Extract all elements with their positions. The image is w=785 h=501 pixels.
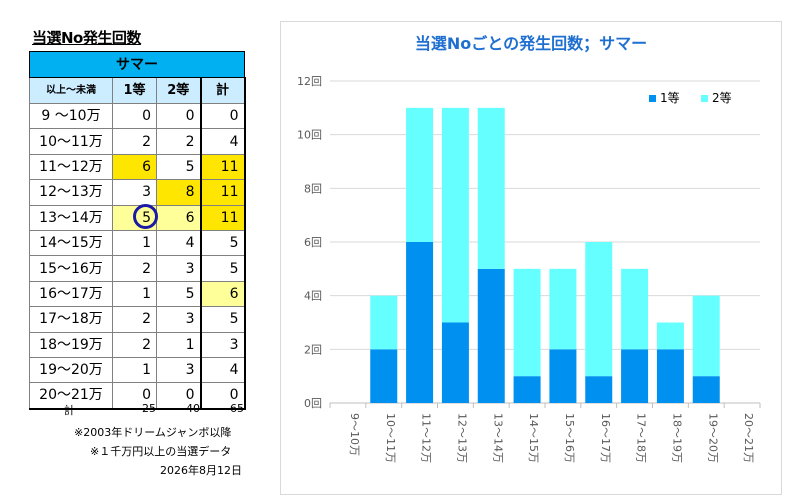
table-row: 11～12万 6 5 11 [29, 153, 246, 181]
bar-1st-2 [406, 242, 434, 403]
y-tick-label: 6回 [304, 236, 322, 249]
totals-2nd: 40 [186, 402, 200, 415]
x-tick-label: 13～14万 [491, 413, 504, 463]
row-range: 10～11万 [29, 128, 113, 155]
row-total: 11 [199, 204, 246, 231]
row-total: 4 [199, 356, 246, 384]
row-total: 6 [199, 280, 246, 308]
row-2nd: 3 [156, 356, 201, 384]
x-tick-label: 18～19万 [670, 413, 683, 463]
legend-item-1st: 1等 [649, 89, 680, 106]
note-since-2003: ※2003年ドリームジャンボ以降 [74, 426, 232, 439]
bar-1st-5 [513, 376, 541, 403]
chart-title: 当選Noごとの発生回数；サマー [414, 34, 648, 53]
x-tick-label: 17～18万 [635, 413, 648, 463]
row-total: 11 [199, 179, 246, 206]
bar-1st-4 [477, 268, 505, 403]
y-tick-label: 8回 [304, 182, 322, 195]
row-2nd: 0 [156, 102, 201, 130]
row-range: 16～17万 [29, 280, 113, 308]
chart-frame [280, 21, 782, 495]
y-tick-label: 10回 [297, 129, 322, 142]
x-tick-label: 9～10万 [348, 413, 361, 456]
row-range: 19～20万 [29, 356, 113, 384]
table-row: 14～15万 1 4 5 [29, 229, 246, 257]
table-title: 当選No発生回数 [32, 29, 141, 47]
table-row: 20～21万 0 0 0 [29, 382, 246, 410]
row-total: 5 [199, 255, 246, 282]
legend-label-1st: 1等 [660, 91, 680, 105]
bar-2nd-5 [513, 268, 541, 377]
table-row: 18～19万 2 1 3 [29, 331, 246, 358]
bar-2nd-6 [549, 268, 577, 350]
table-row: 16～17万 1 5 6 [29, 280, 246, 308]
row-2nd: 5 [156, 153, 201, 181]
x-tick-label: 11～12万 [420, 413, 433, 463]
row-range: 9 ～10万 [29, 102, 113, 130]
row-total: 5 [199, 306, 246, 333]
bar-2nd-7 [585, 242, 613, 377]
y-tick-label: 12回 [297, 75, 322, 88]
row-total: 3 [199, 331, 246, 358]
row-1st: 0 [112, 382, 157, 410]
row-total: 4 [199, 128, 246, 155]
x-tick-label: 20～21万 [742, 413, 755, 463]
x-tick-label: 16～17万 [599, 413, 612, 463]
header-total: 計 [199, 77, 246, 104]
legend-label-2nd: 2等 [712, 91, 732, 105]
row-total: 11 [199, 153, 246, 181]
legend-swatch-1st [649, 95, 656, 102]
x-tick-label: 14～15万 [527, 413, 540, 463]
legend-swatch-2nd [701, 95, 708, 102]
row-2nd: 8 [156, 179, 201, 206]
table-row: 19～20万 1 3 4 [29, 356, 246, 384]
legend-item-2nd: 2等 [701, 89, 732, 106]
x-tick-label: 15～16万 [563, 413, 576, 463]
header-2nd: 2等 [156, 77, 201, 104]
bar-1st-3 [441, 322, 469, 403]
bar-2nd-9 [656, 322, 684, 350]
row-2nd: 3 [156, 255, 201, 282]
totals-sum: 65 [230, 402, 244, 415]
bar-1st-10 [692, 376, 720, 403]
bar-1st-8 [621, 349, 649, 403]
header-range: 以上～未満 [29, 77, 113, 104]
row-1st: 2 [112, 306, 157, 333]
bar-1st-1 [370, 349, 398, 403]
y-tick-label: 0回 [304, 397, 322, 410]
bar-2nd-8 [621, 268, 649, 350]
y-tick-label: 2回 [304, 343, 322, 356]
x-tick-label: 12～13万 [455, 413, 468, 463]
note-date: 2026年8月12日 [160, 464, 242, 477]
bar-1st-7 [585, 376, 613, 403]
bar-1st-6 [549, 349, 577, 403]
totals-label: 計 [64, 404, 75, 417]
row-1st: 1 [112, 229, 157, 257]
bar-1st-9 [656, 349, 684, 403]
row-2nd: 6 [156, 204, 201, 231]
bar-2nd-1 [370, 295, 398, 350]
frequency-table: サマー 以上～未満 1等 2等 計 9 ～10万 0 0 0 10～11万 2 2 4 11～1… [29, 51, 246, 410]
row-total: 0 [199, 102, 246, 130]
row-range: 20～21万 [29, 382, 113, 410]
table-row: 15～16万 2 3 5 [29, 255, 246, 282]
bar-2nd-3 [441, 107, 469, 323]
bar-2nd-10 [692, 295, 720, 377]
x-tick-label: 19～20万 [706, 413, 719, 463]
note-ten-million: ※１千万円以上の当選データ [90, 445, 232, 458]
totals-1st: 25 [142, 402, 156, 415]
row-range: 11～12万 [29, 153, 113, 181]
table-row: 9 ～10万 0 0 0 [29, 102, 246, 130]
y-tick-label: 4回 [304, 290, 322, 303]
bar-2nd-2 [406, 107, 434, 242]
row-total: 0 [199, 382, 246, 410]
bar-2nd-4 [477, 107, 505, 269]
x-tick-label: 10～11万 [384, 413, 397, 463]
